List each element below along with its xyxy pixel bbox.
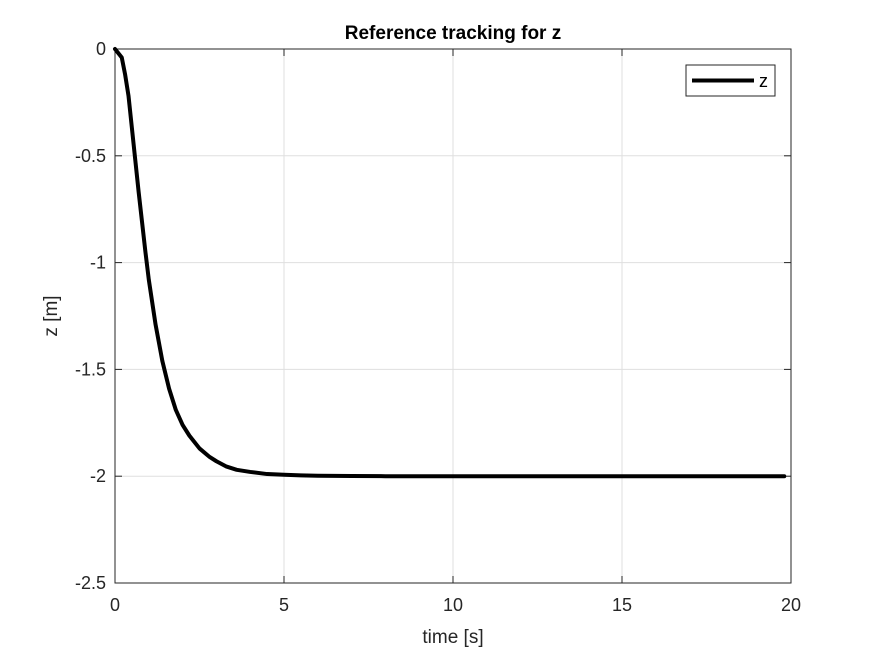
y-tick-label: -1.5 <box>75 359 106 379</box>
y-tick-labels: 0 -0.5 -1 -1.5 -2 -2.5 <box>75 39 106 593</box>
y-tick-label: -0.5 <box>75 146 106 166</box>
x-tick-label: 15 <box>612 595 632 615</box>
x-axis-label: time [s] <box>422 627 483 648</box>
x-tick-label: 0 <box>110 595 120 615</box>
y-tick-label: 0 <box>96 39 106 59</box>
y-axis-label: z [m] <box>41 295 62 336</box>
x-tick-label: 20 <box>781 595 801 615</box>
chart-title: Reference tracking for z <box>345 23 561 44</box>
x-tick-labels: 0 5 10 15 20 <box>110 595 801 615</box>
x-tick-label: 10 <box>443 595 463 615</box>
tick-marks <box>114 48 792 584</box>
y-tick-label: -2 <box>90 466 106 486</box>
series-line-z <box>113 47 787 479</box>
y-tick-label: -1 <box>90 253 106 273</box>
legend-label-z: z <box>759 71 768 91</box>
legend: z <box>685 64 776 97</box>
series-group <box>113 47 787 479</box>
x-tick-label: 5 <box>279 595 289 615</box>
y-tick-label: -2.5 <box>75 573 106 593</box>
